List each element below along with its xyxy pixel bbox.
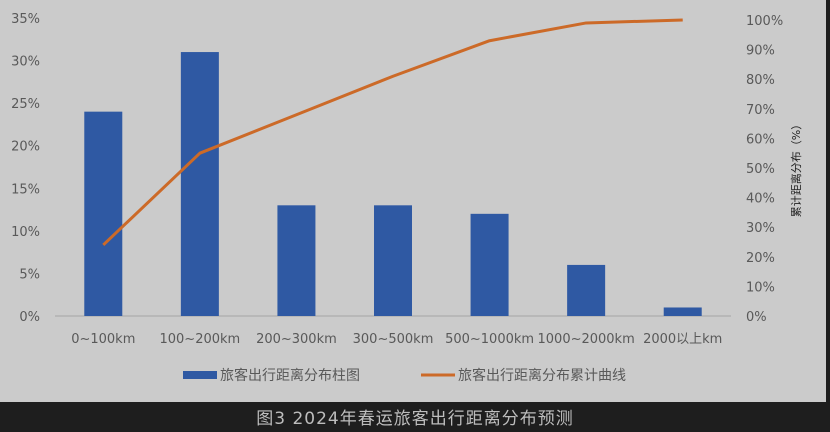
right-axis-tick-label: 40%: [746, 192, 775, 207]
left-axis-tick-label: 10%: [11, 225, 40, 240]
bar: [663, 307, 702, 316]
bar: [84, 111, 123, 317]
left-axis-tick-label: 35%: [11, 12, 40, 27]
right-axis-tick-label: 70%: [746, 103, 775, 118]
chart-area: 0% 5% 10% 15% 20% 25% 30% 35% 0% 10% 20% 30% 40% 50% 6…: [0, 0, 826, 402]
right-axis-tick-label: 10%: [746, 280, 775, 295]
x-axis-tick-label: 2000以上km: [643, 332, 722, 347]
bar: [567, 264, 606, 316]
x-axis-tick-label: 1000~2000km: [538, 332, 635, 347]
right-axis-tick-label: 80%: [746, 73, 775, 88]
x-axis-tick-label: 200~300km: [256, 332, 337, 347]
right-axis-tick-label: 60%: [746, 132, 775, 147]
right-axis-tick-label: 20%: [746, 251, 775, 266]
right-axis-tick-label: 0%: [746, 310, 767, 325]
right-axis-tick-label: 50%: [746, 162, 775, 177]
bar: [277, 205, 316, 316]
left-axis-tick-label: 25%: [11, 97, 40, 112]
legend-bar-label: 旅客出行距离分布柱图: [220, 367, 360, 384]
left-axis-tick-label: 15%: [11, 182, 40, 197]
left-axis-tick-label: 0%: [19, 310, 40, 325]
chart-svg: 0% 5% 10% 15% 20% 25% 30% 35% 0% 10% 20% 30% 40% 50% 6…: [11, 12, 803, 384]
x-axis-tick-label: 500~1000km: [445, 332, 534, 347]
right-axis-tick-label: 30%: [746, 221, 775, 236]
left-axis-tick-label: 20%: [11, 140, 40, 155]
bar: [374, 205, 412, 316]
legend-line-label: 旅客出行距离分布累计曲线: [458, 367, 626, 384]
right-axis-title: 累计距离分布（%）: [789, 119, 803, 217]
legend-bar-swatch: [183, 371, 217, 379]
x-axis-tick-label: 300~500km: [353, 332, 434, 347]
x-axis-tick-label: 0~100km: [71, 332, 135, 347]
right-axis-tick-label: 90%: [746, 44, 775, 59]
left-axis-tick-label: 30%: [11, 55, 40, 70]
figure-caption: 图3 2024年春运旅客出行距离分布预测: [256, 409, 574, 429]
right-axis-tick-label: 100%: [746, 14, 783, 29]
x-axis-tick-label: 100~200km: [159, 332, 240, 347]
left-axis-tick-label: 5%: [19, 267, 40, 282]
bar: [470, 213, 509, 316]
bar: [180, 52, 219, 317]
